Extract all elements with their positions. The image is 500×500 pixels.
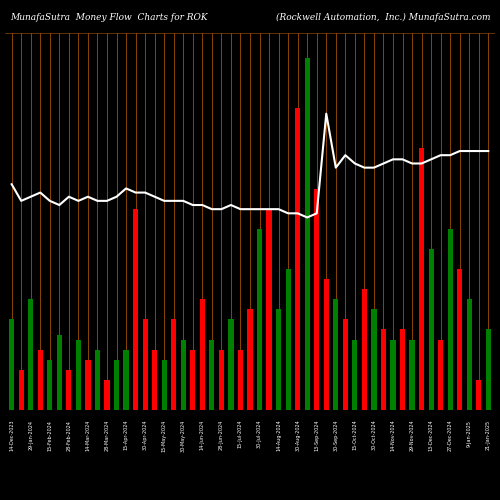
Bar [428, 249, 434, 410]
Bar [190, 350, 196, 410]
Bar [362, 289, 367, 410]
Bar [86, 360, 90, 410]
Bar [28, 300, 34, 410]
Bar [38, 350, 43, 410]
Bar [47, 360, 52, 410]
Bar [457, 269, 462, 410]
Bar [18, 370, 24, 410]
Bar [342, 320, 348, 410]
Bar [200, 300, 205, 410]
Bar [209, 340, 214, 410]
Bar [476, 380, 482, 410]
Bar [104, 380, 110, 410]
Bar [266, 208, 272, 410]
Bar [410, 340, 414, 410]
Bar [238, 350, 243, 410]
Bar [304, 58, 310, 410]
Bar [486, 330, 491, 410]
Bar [286, 269, 291, 410]
Bar [400, 330, 405, 410]
Bar [56, 334, 62, 410]
Bar [438, 340, 444, 410]
Bar [372, 310, 376, 410]
Bar [295, 108, 300, 410]
Bar [219, 350, 224, 410]
Bar [95, 350, 100, 410]
Bar [419, 148, 424, 410]
Bar [448, 229, 453, 410]
Bar [171, 320, 176, 410]
Bar [333, 300, 338, 410]
Bar [76, 340, 81, 410]
Text: (Rockwell Automation,  Inc.) MunafaSutra.com: (Rockwell Automation, Inc.) MunafaSutra.… [276, 12, 490, 22]
Bar [66, 370, 71, 410]
Bar [390, 340, 396, 410]
Bar [142, 320, 148, 410]
Bar [324, 279, 329, 410]
Text: MunafaSutra  Money Flow  Charts for ROK: MunafaSutra Money Flow Charts for ROK [10, 12, 207, 22]
Bar [381, 330, 386, 410]
Bar [314, 188, 320, 410]
Bar [124, 350, 128, 410]
Bar [180, 340, 186, 410]
Bar [114, 360, 119, 410]
Bar [466, 300, 472, 410]
Bar [248, 310, 252, 410]
Bar [257, 229, 262, 410]
Bar [152, 350, 158, 410]
Bar [228, 320, 234, 410]
Bar [352, 340, 358, 410]
Bar [133, 208, 138, 410]
Bar [162, 360, 167, 410]
Bar [276, 310, 281, 410]
Bar [9, 320, 15, 410]
